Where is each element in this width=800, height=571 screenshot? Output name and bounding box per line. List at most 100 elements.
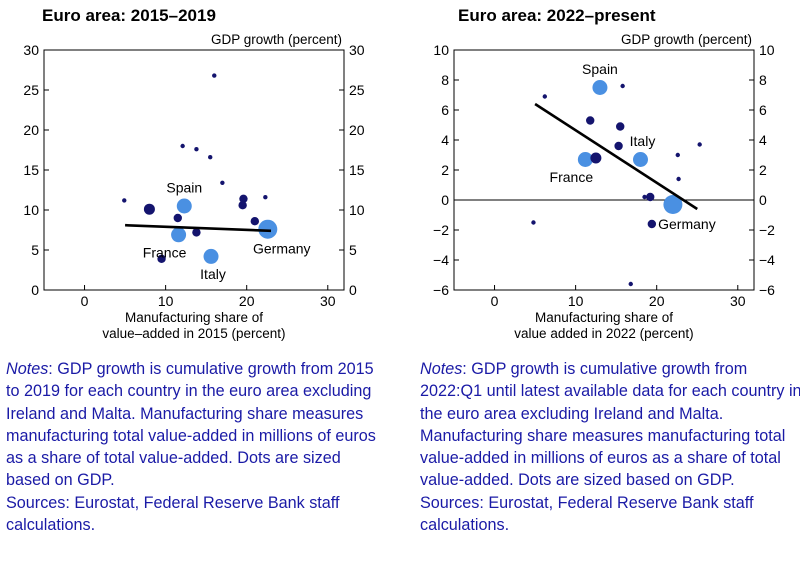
data-point: [192, 228, 201, 237]
x-tick-label: 20: [239, 293, 255, 309]
point-germany: [663, 195, 683, 214]
data-point: [173, 213, 182, 223]
x-tick-label: 30: [730, 293, 746, 309]
label-france: France: [143, 244, 187, 260]
data-point: [180, 143, 185, 149]
y-tick-label-left: 10: [23, 202, 39, 218]
trend-line: [125, 223, 272, 233]
y-tick-label-right: 4: [759, 132, 767, 148]
data-point: [647, 219, 657, 229]
chart-title-left: Euro area: 2015–2019: [42, 6, 216, 25]
y-axis-title: GDP growth (percent): [621, 32, 752, 47]
y-tick-label-right: 6: [759, 102, 767, 118]
sources-text: Sources: Eurostat, Federal Reserve Bank …: [6, 493, 340, 535]
x-axis-label: Manufacturing share of: [125, 310, 263, 325]
data-point: [616, 122, 625, 131]
scatter-chart-right: GDP growth (percent) −6 −6 −4 −4 −2 −2 0 0 2 2 4 4 6 6…: [433, 32, 775, 341]
y-tick-label-left: 6: [441, 102, 449, 118]
y-tick-label-right: 10: [759, 42, 775, 58]
point-spain: [176, 198, 192, 214]
y-tick-label-right: 30: [349, 42, 365, 58]
x-tick-label: 20: [649, 293, 665, 309]
y-tick-label-right: −4: [759, 252, 775, 268]
x-tick-label: 0: [491, 293, 499, 309]
y-tick-label-left: 0: [441, 192, 449, 208]
y-tick-label-left: 5: [31, 242, 39, 258]
data-point: [143, 203, 155, 215]
x-axis-label: value added in 2022 (percent): [514, 326, 693, 341]
y-tick-label-left: −4: [433, 252, 449, 268]
y-tick-label-right: −2: [759, 222, 775, 238]
x-tick-label: 0: [81, 293, 89, 309]
label-germany: Germany: [658, 216, 716, 232]
notes-left: Notes: GDP growth is cumulative growth f…: [6, 358, 388, 536]
data-point: [194, 147, 199, 152]
point-germany: [258, 219, 278, 239]
y-tick-label-left: 30: [23, 42, 39, 58]
point-spain: [592, 80, 608, 95]
data-point: [263, 195, 268, 200]
data-point: [646, 192, 655, 202]
label-italy: Italy: [630, 133, 656, 149]
notes-text: : GDP growth is cumulative growth from 2…: [6, 360, 376, 490]
notes-word: Notes: [420, 360, 463, 378]
y-tick-label-left: 10: [433, 42, 449, 58]
data-point: [697, 142, 702, 147]
data-point: [614, 141, 623, 151]
label-spain: Spain: [166, 180, 202, 196]
point-italy: [203, 248, 219, 264]
point-france: [577, 152, 593, 167]
label-italy: Italy: [200, 266, 226, 282]
notes-paragraph: Notes: GDP growth is cumulative growth f…: [420, 358, 800, 492]
label-germany: Germany: [253, 241, 311, 257]
y-tick-label-left: 0: [31, 282, 39, 298]
notes-text: : GDP growth is cumulative growth from 2…: [420, 360, 800, 490]
y-axis-title: GDP growth (percent): [211, 32, 342, 47]
label-spain: Spain: [582, 61, 618, 77]
x-tick-label: 30: [320, 293, 336, 309]
notes-right: Notes: GDP growth is cumulative growth f…: [420, 358, 800, 536]
y-tick-label-right: 15: [349, 162, 365, 178]
y-tick-label-right: −6: [759, 282, 775, 298]
data-point: [250, 217, 260, 226]
notes-paragraph: Notes: GDP growth is cumulative growth f…: [6, 358, 388, 492]
x-axis-label: value–added in 2015 (percent): [102, 326, 285, 341]
y-tick-label-right: 25: [349, 82, 365, 98]
sources-text: Sources: Eurostat, Federal Reserve Bank …: [420, 493, 754, 535]
label-france: France: [550, 169, 594, 185]
y-tick-label-right: 0: [349, 282, 357, 298]
trend-line: [534, 102, 698, 211]
y-tick-label-left: 2: [441, 162, 449, 178]
y-tick-label-left: 25: [23, 82, 39, 98]
data-point: [676, 176, 681, 182]
data-point: [238, 201, 247, 210]
x-tick-label: 10: [568, 293, 584, 309]
point-italy: [632, 152, 648, 167]
data-point: [208, 155, 213, 160]
y-tick-label-left: 4: [441, 132, 449, 148]
y-tick-label-right: 8: [759, 72, 767, 88]
y-tick-label-right: 20: [349, 122, 365, 138]
y-tick-label-right: 10: [349, 202, 365, 218]
y-tick-label-right: 0: [759, 192, 767, 208]
data-point: [122, 198, 127, 203]
data-point: [586, 116, 595, 125]
x-axis-label: Manufacturing share of: [535, 310, 673, 325]
y-tick-label-left: −2: [433, 222, 449, 238]
y-tick-label-right: 2: [759, 162, 767, 178]
chart-title-right: Euro area: 2022–present: [458, 6, 656, 25]
data-point: [220, 180, 225, 185]
data-point: [531, 220, 536, 225]
notes-word: Notes: [6, 360, 49, 378]
data-point: [675, 152, 680, 158]
data-point: [157, 254, 166, 263]
y-tick-label-left: 15: [23, 162, 39, 178]
data-point: [642, 194, 647, 200]
data-point: [628, 281, 633, 287]
y-tick-label-left: 20: [23, 122, 39, 138]
point-france: [171, 227, 187, 243]
scatter-chart-left: GDP growth (percent) 0 0 5 5 10 10 15 15 20 20 25 25…: [23, 32, 365, 341]
y-tick-label-left: −6: [433, 282, 449, 298]
x-tick-label: 10: [158, 293, 174, 309]
y-tick-label-right: 5: [349, 242, 357, 258]
